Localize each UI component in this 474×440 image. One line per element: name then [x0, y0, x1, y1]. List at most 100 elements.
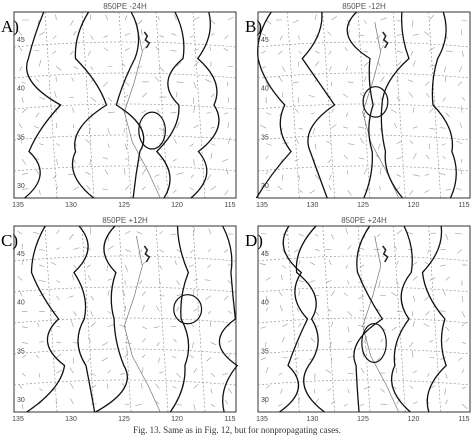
- wind-vector: [189, 264, 194, 268]
- wind-vector: [376, 233, 381, 237]
- wind-vector: [396, 141, 403, 144]
- contour: [421, 225, 447, 413]
- wind-vector: [359, 137, 365, 144]
- wind-vector: [461, 403, 468, 409]
- wind-vector: [210, 93, 215, 98]
- wind-vector: [56, 295, 60, 301]
- wind-vector: [429, 108, 434, 113]
- meridian: [322, 11, 335, 199]
- wind-vector: [224, 295, 229, 301]
- wind-vector: [176, 81, 184, 83]
- wind-vector: [104, 169, 109, 175]
- wind-vector: [141, 291, 146, 296]
- wind-vector: [429, 47, 435, 52]
- contour: [361, 322, 387, 364]
- wind-vector: [265, 155, 269, 160]
- wind-vector: [282, 92, 284, 98]
- wind-vector: [136, 66, 143, 69]
- wind-vector: [70, 398, 74, 405]
- wind-vector: [172, 158, 177, 162]
- wind-vector: [425, 93, 430, 98]
- wind-vector: [191, 342, 194, 349]
- wind-vector: [425, 311, 430, 316]
- wind-vector: [141, 354, 146, 358]
- latitude-label: 45: [261, 37, 269, 44]
- parallel: [257, 41, 471, 48]
- wind-vector: [429, 232, 436, 235]
- wind-vector: [124, 264, 128, 272]
- wind-vector: [314, 174, 320, 180]
- wind-vector: [221, 158, 229, 162]
- wind-vector: [294, 108, 299, 113]
- wind-vector: [328, 259, 332, 266]
- wind-vector: [39, 249, 45, 251]
- wind-vector: [445, 399, 448, 405]
- wind-vector: [345, 112, 348, 117]
- wind-vector: [409, 342, 414, 348]
- wind-vector: [459, 122, 463, 129]
- wind-vector: [376, 357, 381, 361]
- wind-vector: [124, 403, 130, 405]
- wind-vector: [325, 369, 332, 374]
- wind-vector: [282, 264, 286, 269]
- wind-vector: [172, 189, 177, 194]
- coastline: [123, 21, 161, 199]
- wind-vector: [207, 264, 212, 269]
- wind-vector: [345, 227, 348, 235]
- wind-vector: [409, 189, 414, 196]
- wind-vector: [21, 258, 25, 266]
- wind-vector: [265, 367, 269, 374]
- wind-vector: [174, 260, 177, 266]
- wind-vector: [260, 326, 267, 329]
- wind-vector: [21, 172, 29, 175]
- wind-vector: [104, 47, 109, 52]
- wind-vector: [440, 357, 446, 360]
- longitude-label: 135: [256, 416, 268, 423]
- wind-vector: [69, 367, 74, 374]
- wind-vector: [20, 136, 23, 144]
- wind-vector: [345, 264, 348, 270]
- wind-vector: [461, 311, 466, 318]
- wind-vector: [295, 138, 299, 144]
- wind-vector: [210, 19, 216, 25]
- wind-vector: [359, 264, 365, 269]
- wind-vector: [39, 264, 45, 267]
- wind-vector: [331, 290, 335, 296]
- wind-vector: [279, 35, 283, 41]
- contour: [279, 225, 309, 413]
- contour: [295, 225, 325, 413]
- wind-vector: [265, 170, 269, 175]
- contour: [353, 225, 384, 413]
- contour: [255, 11, 292, 199]
- wind-vector: [103, 35, 108, 38]
- wind-vector: [425, 154, 430, 160]
- wind-vector: [424, 81, 430, 86]
- wind-vector: [172, 356, 177, 358]
- wind-vector: [190, 249, 194, 254]
- wind-vector: [314, 398, 320, 405]
- wind-vector: [261, 33, 267, 36]
- wind-vector: [38, 189, 41, 195]
- wind-vector: [171, 233, 177, 235]
- wind-vector: [90, 372, 97, 376]
- contour: [301, 11, 336, 199]
- wind-vector: [378, 280, 381, 288]
- wind-vector: [207, 249, 212, 253]
- meridian: [357, 225, 371, 413]
- wind-vector: [313, 388, 316, 394]
- panel-title: 850PE +24H: [341, 216, 387, 225]
- wind-vector: [70, 19, 74, 26]
- wind-vector: [461, 97, 466, 101]
- wind-vector: [39, 143, 44, 145]
- wind-vector: [314, 143, 317, 150]
- wind-vector: [56, 229, 60, 235]
- wind-vector: [347, 340, 353, 343]
- wind-vector: [344, 47, 348, 52]
- wind-vector: [298, 127, 303, 130]
- wind-vector: [444, 388, 446, 395]
- wind-vector: [176, 306, 180, 312]
- wind-vector: [331, 124, 337, 129]
- wind-vector: [193, 48, 199, 52]
- contour: [71, 11, 108, 199]
- contour: [169, 225, 190, 413]
